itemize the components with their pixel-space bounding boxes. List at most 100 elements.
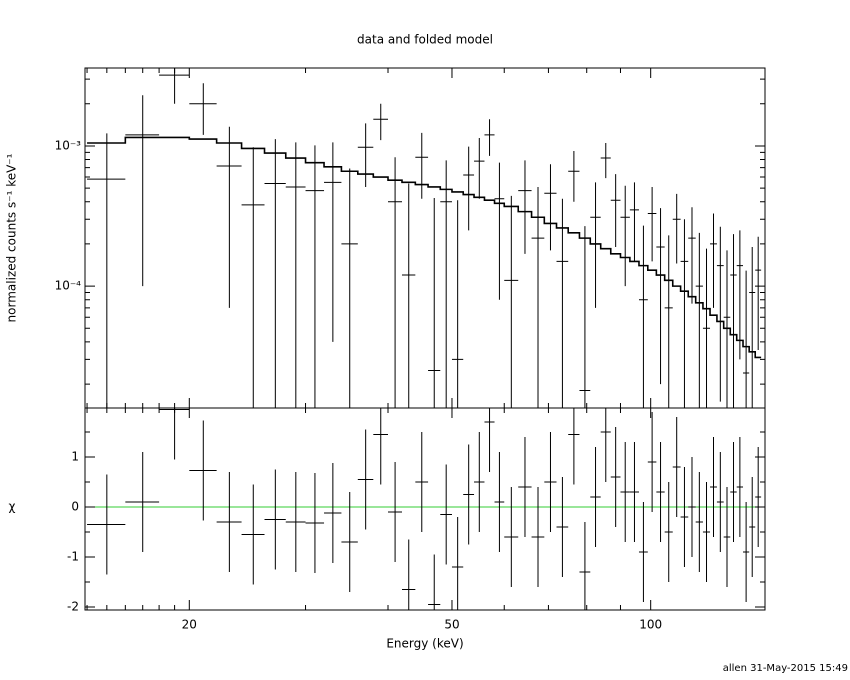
data-point xyxy=(544,164,557,251)
data-point xyxy=(680,219,689,408)
data-point xyxy=(87,133,126,408)
residual-point xyxy=(401,539,416,610)
data-point xyxy=(556,198,569,408)
data-point xyxy=(474,137,485,199)
residual-point xyxy=(216,472,242,572)
residual-point xyxy=(710,437,717,537)
y-axis-label: normalized counts s⁻¹ keV⁻¹ xyxy=(5,153,19,322)
residual-point xyxy=(672,417,681,517)
data-point xyxy=(664,235,673,408)
residual-point xyxy=(504,487,519,587)
data-point xyxy=(620,185,630,287)
data-point xyxy=(531,186,545,408)
data-point xyxy=(401,183,416,408)
footer: allen 31-May-2015 15:49 xyxy=(723,663,848,674)
data-point xyxy=(600,142,611,179)
data-point xyxy=(695,232,703,408)
bottom-plot xyxy=(85,408,765,610)
residual-point xyxy=(451,517,464,610)
data-point xyxy=(440,160,452,408)
x-tick-label: 50 xyxy=(444,618,459,632)
residual-point xyxy=(688,457,696,557)
data-point xyxy=(305,145,325,408)
data-point xyxy=(716,226,724,402)
residual-point xyxy=(600,408,611,482)
residual-point xyxy=(638,502,648,602)
residual-point xyxy=(305,473,325,573)
residual-point xyxy=(755,447,762,547)
residual-point xyxy=(629,442,639,542)
residual-point xyxy=(388,462,402,562)
residual-point xyxy=(716,452,724,552)
residual-point xyxy=(579,522,591,610)
residual-point xyxy=(415,432,429,532)
bottom-frame xyxy=(84,407,766,611)
residual-point xyxy=(373,408,389,485)
data-point xyxy=(324,142,342,342)
residual-point xyxy=(189,420,217,521)
residual-point xyxy=(125,452,160,552)
residual-point xyxy=(264,469,286,570)
residual-point xyxy=(494,452,505,552)
residual-point xyxy=(749,477,756,577)
data-point xyxy=(629,182,639,262)
data-point xyxy=(504,195,519,408)
residual-point xyxy=(723,487,731,587)
residual-point xyxy=(695,472,703,572)
data-point xyxy=(451,200,464,408)
data-point xyxy=(428,198,441,408)
data-point xyxy=(518,160,532,254)
residual-point xyxy=(241,484,265,585)
chart-title: data and folded model xyxy=(357,33,493,47)
residual-point xyxy=(87,474,126,575)
residual-point xyxy=(341,492,358,592)
residual-point xyxy=(680,467,689,567)
data-point xyxy=(702,248,711,408)
y-tick-label: -1 xyxy=(67,550,79,564)
data-point xyxy=(755,236,762,351)
residual-point xyxy=(544,432,557,532)
data-point xyxy=(341,168,358,408)
residual-point xyxy=(647,412,657,512)
residual-point xyxy=(556,477,569,577)
residual-axis-label: χ xyxy=(9,500,16,514)
data-point xyxy=(241,147,265,408)
data-point xyxy=(749,247,756,408)
y-tick-label: 0 xyxy=(71,500,79,514)
top-plot xyxy=(87,68,762,408)
data-point xyxy=(216,126,242,308)
data-point xyxy=(610,174,621,248)
residual-point xyxy=(610,427,621,527)
data-point xyxy=(647,186,657,262)
data-point xyxy=(189,83,217,135)
data-point xyxy=(415,132,429,199)
data-point xyxy=(373,103,389,141)
x-axis-label: Energy (keV) xyxy=(386,637,463,651)
data-point xyxy=(264,139,286,408)
data-point xyxy=(638,225,648,408)
data-point xyxy=(743,270,750,408)
data-point xyxy=(125,95,160,287)
residual-point xyxy=(463,444,475,545)
residual-point xyxy=(664,482,673,582)
data-point xyxy=(672,193,681,264)
residual-point xyxy=(484,408,495,472)
x-tick-label: 100 xyxy=(639,618,662,632)
residual-point xyxy=(730,442,737,542)
data-point xyxy=(484,119,495,156)
data-point xyxy=(285,142,306,408)
residual-point xyxy=(324,463,342,563)
y-tick-label: -2 xyxy=(67,600,79,614)
data-point xyxy=(159,68,190,104)
residual-point xyxy=(743,502,750,602)
data-point xyxy=(730,234,737,408)
residual-point xyxy=(620,442,630,542)
residual-point xyxy=(518,437,532,537)
residual-point xyxy=(656,442,665,542)
data-point xyxy=(656,208,665,385)
x-tick-label: 20 xyxy=(182,618,197,632)
residual-point xyxy=(285,472,306,572)
y-tick-label: 1 xyxy=(71,450,79,464)
residual-point xyxy=(440,464,452,565)
